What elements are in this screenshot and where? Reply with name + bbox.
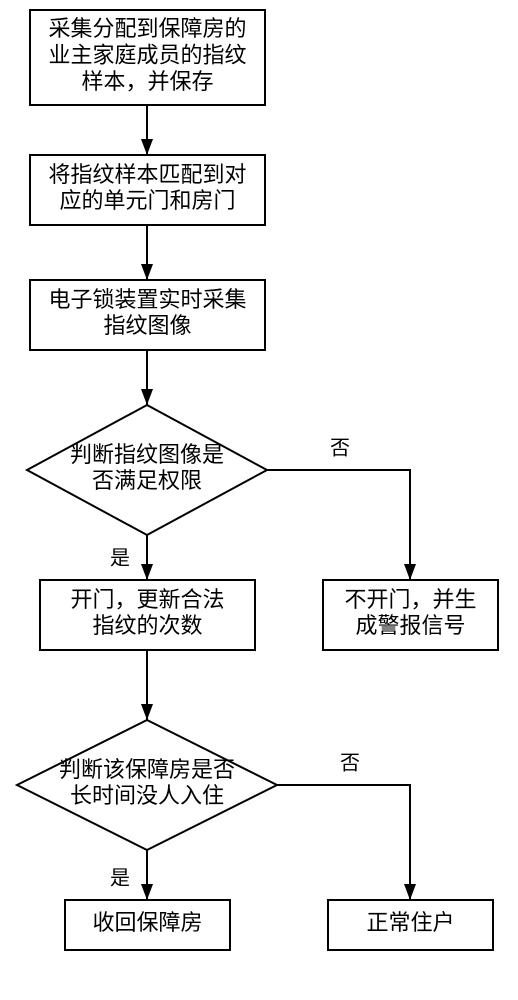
node-n3: 电子锁装置实时采集指纹图像 xyxy=(30,280,265,350)
node-n1: 采集分配到保障房的业主家庭成员的指纹样本，并保存 xyxy=(30,10,265,105)
flowchart-canvas: 是否是否采集分配到保障房的业主家庭成员的指纹样本，并保存将指纹样本匹配到对应的单… xyxy=(0,0,518,1000)
edge-label: 否 xyxy=(340,753,360,775)
node-text: 开门，更新合法 xyxy=(70,587,224,612)
node-n6: 收回保障房 xyxy=(65,900,230,950)
node-d1: 判断指纹图像是否满足权限 xyxy=(27,405,267,535)
node-n7: 正常住户 xyxy=(328,900,493,950)
node-text: 长时间没人入住 xyxy=(70,783,224,808)
node-text: 正常住户 xyxy=(366,910,454,935)
node-text: 判断指纹图像是 xyxy=(70,442,224,467)
node-text: 应的单元门和房门 xyxy=(59,188,235,213)
edge xyxy=(277,785,410,900)
node-n4: 开门，更新合法指纹的次数 xyxy=(40,580,255,650)
node-text: 样本，并保存 xyxy=(81,69,213,94)
node-d2: 判断该保障房是否长时间没人入住 xyxy=(17,720,277,850)
node-text: 否满足权限 xyxy=(92,468,202,493)
node-text: 不开门，并生 xyxy=(344,587,476,612)
node-text: 判断该保障房是否 xyxy=(59,757,235,782)
node-text: 电子锁装置实时采集 xyxy=(48,287,246,312)
node-text: 收回保障房 xyxy=(92,910,202,935)
node-text: 指纹图像 xyxy=(103,313,191,338)
node-text: 业主家庭成员的指纹 xyxy=(48,43,246,68)
node-text: 将指纹样本匹配到对 xyxy=(48,162,246,187)
node-text: 指纹的次数 xyxy=(92,613,202,638)
edge-label: 否 xyxy=(330,438,350,460)
node-text: 成警报信号 xyxy=(355,613,465,638)
edge-label: 是 xyxy=(110,548,130,570)
node-n5: 不开门，并生成警报信号 xyxy=(323,580,498,650)
node-n2: 将指纹样本匹配到对应的单元门和房门 xyxy=(30,155,265,225)
edge-label: 是 xyxy=(110,868,130,890)
edge xyxy=(267,470,410,580)
node-text: 采集分配到保障房的 xyxy=(48,16,246,41)
